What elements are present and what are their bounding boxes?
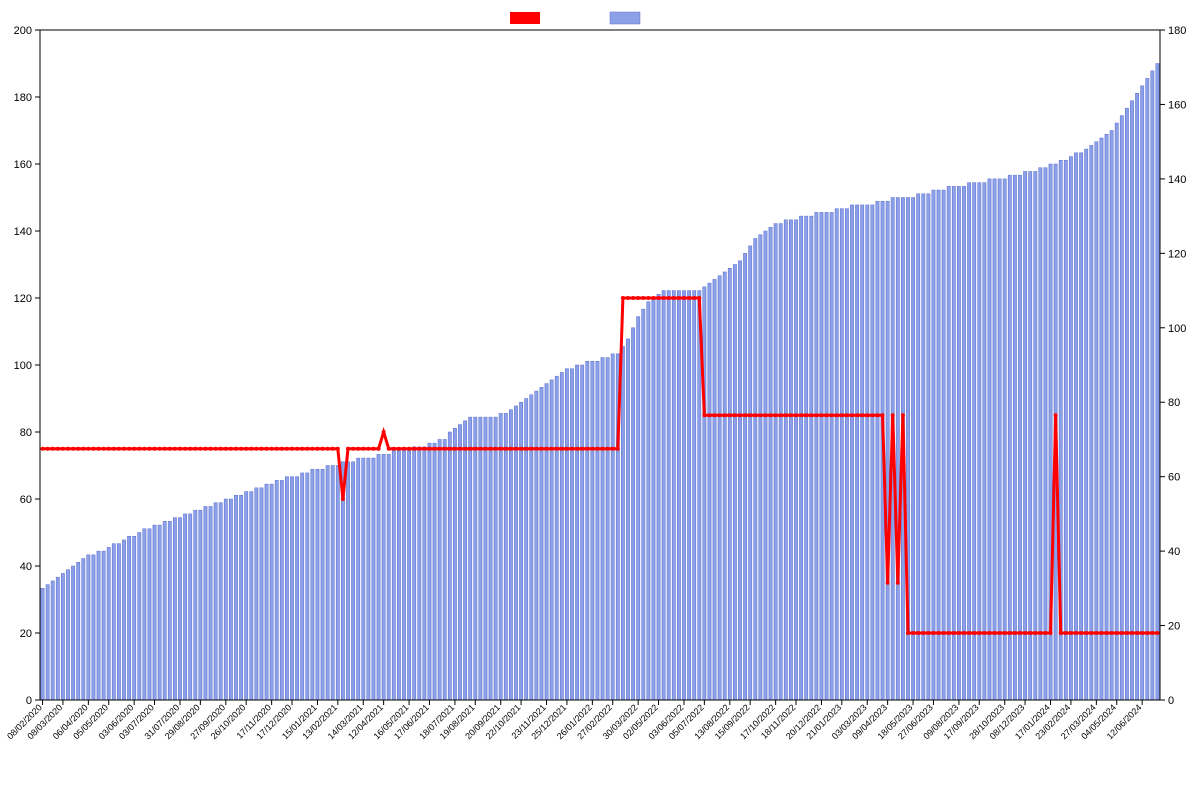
y-left-tick: 40 xyxy=(20,561,32,573)
y-left-tick: 140 xyxy=(14,226,32,238)
y-right-tick: 140 xyxy=(1168,174,1186,186)
y-left-tick: 200 xyxy=(14,25,32,37)
dual-axis-chart: 0 20 40 60 80 100 120 140 160 180 200 0 20 40 60 80 100 1… xyxy=(0,0,1200,800)
y-left-tick: 20 xyxy=(20,628,32,640)
y-left-tick: 120 xyxy=(14,293,32,305)
y-right-tick: 180 xyxy=(1168,25,1186,37)
plot-area xyxy=(40,30,1160,700)
y-right-tick: 160 xyxy=(1168,99,1186,111)
y-right-tick: 120 xyxy=(1168,248,1186,260)
y-right-tick: 100 xyxy=(1168,323,1186,335)
y-left-tick: 60 xyxy=(20,494,32,506)
y-left-tick: 180 xyxy=(14,92,32,104)
y-right-tick: 80 xyxy=(1168,397,1180,409)
legend xyxy=(510,12,640,24)
y-left-tick: 80 xyxy=(20,427,32,439)
y-right-tick: 40 xyxy=(1168,546,1180,558)
y-right-tick: 0 xyxy=(1168,695,1174,707)
y-left-tick: 100 xyxy=(14,360,32,372)
y-right-tick: 20 xyxy=(1168,621,1180,633)
y-right-tick: 60 xyxy=(1168,472,1180,484)
y-left-tick: 0 xyxy=(26,695,32,707)
y-left-tick: 160 xyxy=(14,159,32,171)
